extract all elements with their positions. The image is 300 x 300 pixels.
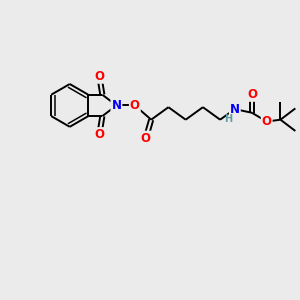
Text: H: H bbox=[224, 114, 232, 124]
Text: O: O bbox=[94, 70, 104, 83]
Text: O: O bbox=[262, 115, 272, 128]
Text: O: O bbox=[141, 132, 151, 145]
Text: N: N bbox=[230, 103, 240, 116]
Text: O: O bbox=[247, 88, 257, 101]
Text: O: O bbox=[130, 99, 140, 112]
Text: O: O bbox=[94, 128, 104, 141]
Text: N: N bbox=[111, 99, 122, 112]
